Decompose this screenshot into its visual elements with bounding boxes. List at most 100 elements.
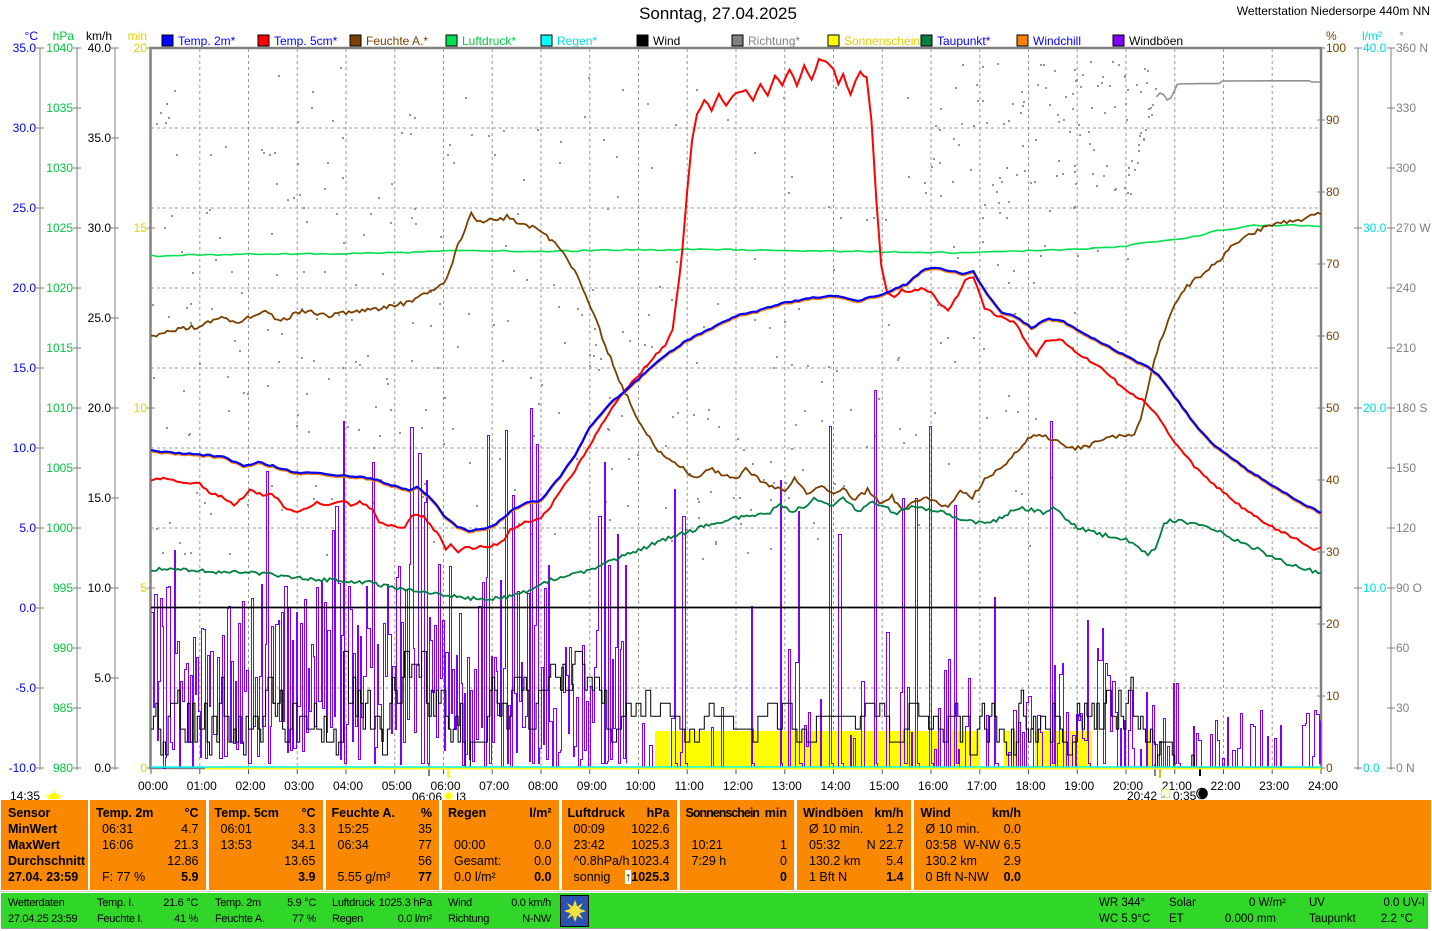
- svg-text:60: 60: [1396, 641, 1410, 655]
- svg-text:12:00: 12:00: [723, 779, 753, 793]
- svg-text:0.0: 0.0: [19, 601, 36, 615]
- svg-text:Sonntag, 27.04.2025: Sonntag, 27.04.2025: [639, 4, 797, 23]
- svg-text:10:00: 10:00: [625, 779, 655, 793]
- svg-text:995: 995: [53, 581, 73, 595]
- svg-text:20: 20: [134, 41, 148, 55]
- svg-text:14:35: 14:35: [10, 789, 40, 800]
- svg-text:0.0: 0.0: [1363, 761, 1380, 775]
- svg-text:09:00: 09:00: [577, 779, 607, 793]
- svg-text:1030: 1030: [46, 161, 73, 175]
- svg-text:Sonnenschein: Sonnenschein: [844, 34, 920, 48]
- svg-text:270 W: 270 W: [1396, 221, 1431, 235]
- svg-text:0: 0: [140, 761, 147, 775]
- svg-text:11:00: 11:00: [675, 779, 704, 793]
- svg-text:20:00: 20:00: [1113, 779, 1143, 793]
- svg-text:17:00: 17:00: [967, 779, 997, 793]
- svg-text:40.0: 40.0: [1363, 41, 1387, 55]
- svg-text:30.0: 30.0: [13, 121, 37, 135]
- svg-text:°: °: [1399, 29, 1404, 43]
- svg-text:30: 30: [1396, 701, 1410, 715]
- svg-text:06:00: 06:00: [430, 779, 460, 793]
- svg-text:60: 60: [1326, 329, 1340, 343]
- svg-text:90: 90: [1326, 113, 1340, 127]
- svg-text:Temp. 5cm*: Temp. 5cm*: [274, 34, 338, 48]
- svg-text:150: 150: [1396, 461, 1416, 475]
- svg-text:13:00: 13:00: [772, 779, 802, 793]
- svg-text:1040: 1040: [46, 41, 73, 55]
- svg-text:0:35: 0:35: [1173, 789, 1197, 800]
- svg-text:l/m²: l/m²: [1362, 29, 1382, 43]
- svg-text:05:00: 05:00: [382, 779, 412, 793]
- svg-text:25.0: 25.0: [13, 201, 37, 215]
- svg-text:15.0: 15.0: [88, 491, 112, 505]
- svg-text:0.0: 0.0: [94, 761, 111, 775]
- svg-text:240: 240: [1396, 281, 1416, 295]
- svg-text:07:00: 07:00: [479, 779, 509, 793]
- svg-text:Feuchte A.*: Feuchte A.*: [366, 34, 428, 48]
- svg-text:180 S: 180 S: [1396, 401, 1427, 415]
- svg-text:Richtung*: Richtung*: [748, 34, 800, 48]
- svg-text:90 O: 90 O: [1396, 581, 1422, 595]
- svg-text:I3: I3: [456, 790, 466, 800]
- svg-text:Temp. 2m*: Temp. 2m*: [178, 34, 236, 48]
- svg-text:30.0: 30.0: [1363, 221, 1387, 235]
- svg-text:5: 5: [140, 581, 147, 595]
- svg-text:330: 330: [1396, 101, 1416, 115]
- svg-text:300: 300: [1396, 161, 1416, 175]
- svg-text:19:00: 19:00: [1064, 779, 1094, 793]
- svg-text:100: 100: [1326, 41, 1346, 55]
- svg-text:00:00: 00:00: [138, 779, 168, 793]
- svg-text:990: 990: [53, 641, 73, 655]
- svg-text:20: 20: [1326, 617, 1340, 631]
- svg-text:04:00: 04:00: [333, 779, 363, 793]
- svg-text:Regen*: Regen*: [557, 34, 597, 48]
- svg-text:15.0: 15.0: [13, 361, 37, 375]
- svg-text:hPa: hPa: [53, 29, 75, 43]
- svg-text:20.0: 20.0: [13, 281, 37, 295]
- svg-text:5.0: 5.0: [19, 521, 36, 535]
- svg-text:10: 10: [1326, 689, 1340, 703]
- svg-text:1000: 1000: [46, 521, 73, 535]
- svg-text:40: 40: [1326, 473, 1340, 487]
- svg-text:-5.0: -5.0: [15, 681, 36, 695]
- svg-text:0 N: 0 N: [1396, 761, 1415, 775]
- svg-text:08:00: 08:00: [528, 779, 558, 793]
- svg-text:120: 120: [1396, 521, 1416, 535]
- svg-text:14:00: 14:00: [820, 779, 850, 793]
- svg-text:30: 30: [1326, 545, 1340, 559]
- svg-text:30.0: 30.0: [88, 221, 112, 235]
- svg-text:10.0: 10.0: [13, 441, 37, 455]
- svg-text:10.0: 10.0: [1363, 581, 1387, 595]
- svg-text:20.0: 20.0: [88, 401, 112, 415]
- svg-text:20:42: 20:42: [1127, 789, 1157, 800]
- svg-text:03:00: 03:00: [284, 779, 314, 793]
- svg-text:980: 980: [53, 761, 73, 775]
- svg-text:15: 15: [134, 221, 148, 235]
- svg-text:1005: 1005: [46, 461, 73, 475]
- svg-text:23:00: 23:00: [1259, 779, 1289, 793]
- svg-text:18:00: 18:00: [1015, 779, 1045, 793]
- svg-text:10.0: 10.0: [88, 581, 112, 595]
- svg-text:1025: 1025: [46, 221, 73, 235]
- svg-text:50: 50: [1326, 401, 1340, 415]
- svg-text:1035: 1035: [46, 101, 73, 115]
- svg-text:210: 210: [1396, 341, 1416, 355]
- svg-text:35.0: 35.0: [13, 41, 37, 55]
- svg-text:80: 80: [1326, 185, 1340, 199]
- svg-text:1020: 1020: [46, 281, 73, 295]
- svg-text:15:00: 15:00: [869, 779, 899, 793]
- svg-text:%: %: [1326, 29, 1337, 43]
- svg-text:Taupunkt*: Taupunkt*: [937, 34, 991, 48]
- svg-text:20.0: 20.0: [1363, 401, 1387, 415]
- svg-text:24:00: 24:00: [1308, 779, 1338, 793]
- svg-text:10: 10: [134, 401, 148, 415]
- svg-text:Windchill: Windchill: [1033, 34, 1081, 48]
- svg-text:16:00: 16:00: [918, 779, 948, 793]
- svg-text:Luftdruck*: Luftdruck*: [462, 34, 516, 48]
- svg-text:06:06: 06:06: [412, 790, 442, 800]
- svg-text:Wind: Wind: [653, 34, 680, 48]
- svg-text:0: 0: [1326, 761, 1333, 775]
- svg-text:min: min: [128, 29, 147, 43]
- svg-text:km/h: km/h: [86, 29, 112, 43]
- svg-text:360 N: 360 N: [1396, 41, 1428, 55]
